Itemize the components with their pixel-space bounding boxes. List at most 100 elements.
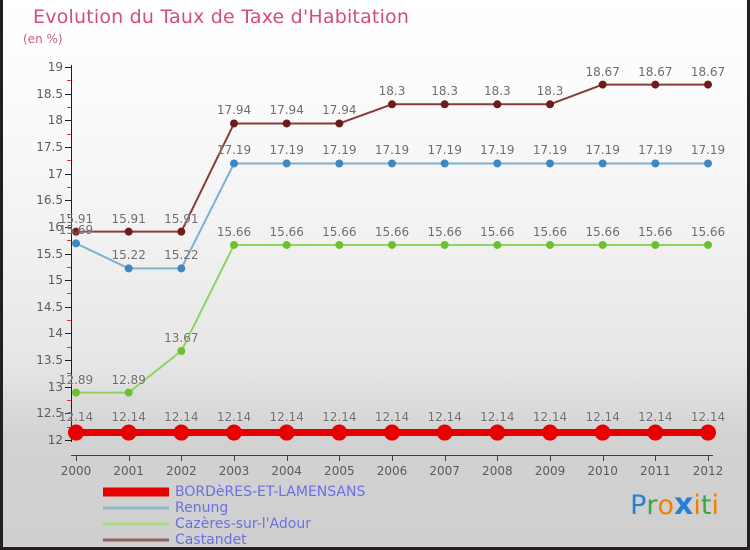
data-point[interactable]: [542, 424, 558, 441]
x-tick: [708, 455, 709, 461]
x-tick: [602, 455, 604, 461]
data-point[interactable]: [177, 227, 186, 236]
data-point[interactable]: [546, 240, 554, 249]
data-point[interactable]: [651, 159, 660, 168]
data-point-label: 15.66: [427, 224, 462, 239]
data-point[interactable]: [440, 240, 449, 249]
y-tick-minor: [67, 293, 71, 295]
data-point[interactable]: [278, 424, 295, 441]
data-point[interactable]: [177, 264, 186, 273]
data-point[interactable]: [440, 100, 449, 109]
data-point[interactable]: [124, 388, 133, 397]
data-point[interactable]: [440, 159, 449, 168]
data-point[interactable]: [651, 80, 660, 89]
data-point[interactable]: [68, 424, 84, 441]
data-point[interactable]: [335, 119, 344, 128]
data-point[interactable]: [598, 159, 607, 168]
y-tick-label: 16: [47, 219, 63, 234]
data-point[interactable]: [230, 119, 238, 128]
data-point-label: 15.22: [111, 248, 146, 263]
legend-label: Cazères-sur-l'Adour: [175, 516, 311, 532]
data-point[interactable]: [72, 388, 80, 397]
data-point[interactable]: [647, 424, 664, 441]
legend-item[interactable]: BORDèRES-ET-LAMENSANS: [103, 484, 523, 500]
y-tick-label: 13.5: [36, 353, 63, 368]
data-point-label: 15.22: [164, 248, 199, 263]
data-point[interactable]: [335, 159, 344, 168]
data-point[interactable]: [282, 119, 291, 128]
proxiti-logo[interactable]: Proxiti: [630, 487, 719, 522]
data-point[interactable]: [120, 424, 137, 441]
data-point[interactable]: [173, 424, 190, 441]
chart-subtitle: (en %): [23, 32, 63, 46]
data-point[interactable]: [598, 240, 607, 249]
data-point[interactable]: [489, 424, 506, 441]
data-point[interactable]: [704, 80, 712, 89]
chart-title: Evolution du Taux de Taxe d'Habitation: [33, 6, 410, 28]
x-tick-label: 2011: [640, 464, 671, 478]
y-tick-label: 14: [47, 326, 63, 341]
data-point[interactable]: [700, 424, 716, 441]
legend-label: Renung: [175, 500, 229, 516]
data-point[interactable]: [388, 100, 396, 109]
data-point[interactable]: [546, 159, 554, 168]
data-point[interactable]: [230, 159, 238, 168]
x-tick-label: 2008: [482, 464, 513, 478]
x-tick: [339, 455, 341, 461]
y-tick-minor: [67, 266, 71, 268]
data-point[interactable]: [704, 159, 712, 168]
data-point[interactable]: [72, 227, 80, 236]
data-point[interactable]: [493, 159, 502, 168]
data-point[interactable]: [598, 80, 607, 89]
legend-swatch: [103, 487, 169, 497]
legend-swatch: [103, 506, 169, 510]
data-point-label: 12.89: [58, 372, 94, 387]
y-tick: [65, 386, 71, 388]
y-tick-label: 18: [47, 113, 63, 128]
x-tick: [444, 455, 446, 461]
data-point[interactable]: [384, 424, 400, 441]
data-point-label: 12.14: [427, 409, 462, 424]
data-point[interactable]: [177, 347, 186, 356]
data-point[interactable]: [493, 100, 502, 109]
legend-item[interactable]: Castandet: [103, 532, 523, 547]
data-point[interactable]: [230, 240, 238, 249]
data-point[interactable]: [282, 240, 291, 249]
data-point[interactable]: [331, 424, 348, 441]
data-point-label: 13.67: [164, 331, 199, 345]
data-point[interactable]: [651, 240, 660, 249]
data-point[interactable]: [493, 240, 502, 249]
data-point[interactable]: [124, 264, 133, 273]
data-point[interactable]: [436, 424, 453, 441]
data-point-label: 15.91: [164, 211, 199, 226]
x-tick-label: 2001: [113, 464, 144, 478]
data-point-label: 12.14: [111, 409, 146, 424]
data-point-label: 17.19: [585, 143, 620, 158]
data-point-label: 15.66: [532, 224, 568, 239]
logo-letter-r: r: [646, 490, 658, 521]
legend-item[interactable]: Renung: [103, 500, 523, 516]
y-tick-minor: [67, 160, 71, 162]
legend-item[interactable]: Cazères-sur-l'Adour: [103, 516, 523, 532]
y-tick: [65, 413, 71, 415]
data-point[interactable]: [226, 424, 242, 441]
data-point[interactable]: [388, 240, 396, 249]
data-point[interactable]: [335, 240, 344, 249]
x-tick-label: 2012: [692, 464, 724, 478]
y-tick: [65, 146, 71, 148]
data-point[interactable]: [704, 240, 712, 249]
data-point[interactable]: [282, 159, 291, 168]
data-point-label: 12.14: [269, 409, 304, 424]
y-tick-minor: [67, 400, 71, 402]
legend-label: BORDèRES-ET-LAMENSANS: [175, 484, 366, 500]
data-point[interactable]: [388, 159, 396, 168]
y-tick: [65, 93, 71, 95]
data-point[interactable]: [594, 424, 611, 441]
x-tick-label: 2004: [271, 464, 302, 478]
data-point[interactable]: [124, 227, 133, 236]
y-tick-label: 15.5: [36, 246, 63, 261]
data-point[interactable]: [72, 239, 80, 248]
data-point-label: 12.14: [216, 409, 252, 424]
data-point-label: 15.69: [58, 223, 94, 238]
data-point[interactable]: [546, 100, 554, 109]
